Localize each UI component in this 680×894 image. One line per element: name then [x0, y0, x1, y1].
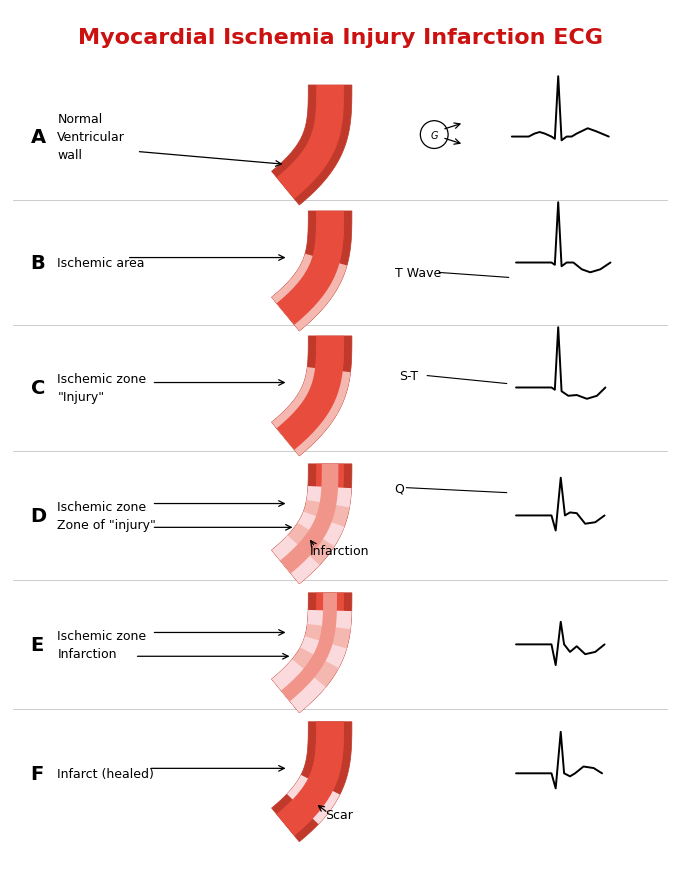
Polygon shape [277, 212, 344, 325]
Polygon shape [271, 536, 320, 584]
Polygon shape [271, 722, 352, 842]
Polygon shape [287, 775, 340, 824]
Polygon shape [280, 464, 339, 574]
Polygon shape [271, 660, 326, 713]
Polygon shape [277, 593, 344, 707]
Polygon shape [303, 501, 350, 530]
Polygon shape [277, 212, 344, 325]
Polygon shape [286, 523, 335, 568]
Polygon shape [277, 86, 344, 199]
Polygon shape [277, 336, 344, 451]
Polygon shape [271, 255, 347, 332]
Text: Infarction: Infarction [310, 544, 370, 557]
Polygon shape [291, 647, 339, 689]
Polygon shape [277, 464, 344, 578]
Text: Scar: Scar [325, 808, 353, 822]
Polygon shape [299, 637, 347, 670]
Polygon shape [271, 593, 352, 713]
Polygon shape [271, 336, 352, 457]
Text: Ischemic zone
Infarction: Ischemic zone Infarction [57, 629, 146, 660]
Polygon shape [277, 722, 344, 836]
Text: Q: Q [394, 482, 405, 494]
Text: Myocardial Ischemia Injury Infarction ECG: Myocardial Ischemia Injury Infarction EC… [78, 29, 602, 48]
Polygon shape [271, 464, 352, 584]
Polygon shape [277, 336, 344, 451]
Polygon shape [271, 212, 352, 332]
Polygon shape [305, 624, 351, 651]
Polygon shape [277, 722, 344, 836]
Polygon shape [299, 367, 351, 416]
Polygon shape [271, 392, 338, 457]
Text: S-T: S-T [400, 370, 419, 383]
Text: C: C [31, 378, 45, 398]
Text: F: F [31, 764, 44, 783]
Text: B: B [31, 254, 46, 273]
Text: Ischemic area: Ischemic area [57, 257, 145, 270]
Polygon shape [307, 611, 352, 632]
Text: E: E [31, 635, 44, 654]
Text: Infarct (healed): Infarct (healed) [57, 767, 154, 780]
Text: T Wave: T Wave [394, 266, 441, 280]
Text: Normal
Ventricular
wall: Normal Ventricular wall [57, 113, 125, 162]
Text: D: D [31, 506, 47, 526]
Polygon shape [306, 486, 352, 510]
Text: Ischemic zone
"Injury": Ischemic zone "Injury" [57, 373, 146, 403]
Polygon shape [296, 512, 344, 549]
Text: G: G [430, 131, 438, 140]
Text: Ischemic zone
Zone of "injury": Ischemic zone Zone of "injury" [57, 501, 156, 531]
Polygon shape [271, 86, 352, 206]
Text: A: A [31, 128, 46, 147]
Polygon shape [281, 593, 337, 702]
